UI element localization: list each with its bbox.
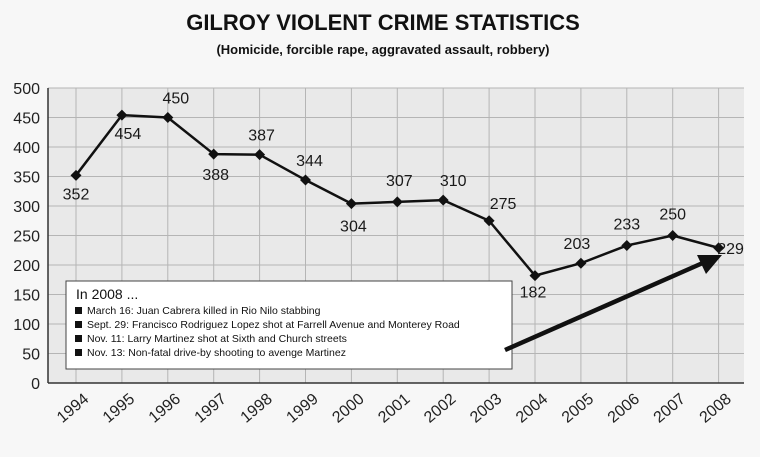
y-tick-label: 300 (13, 199, 40, 216)
data-point (116, 109, 128, 121)
y-tick-label: 150 (13, 288, 40, 305)
data-label: 307 (386, 173, 413, 190)
y-tick-label: 0 (31, 376, 40, 393)
arrow-shaft (504, 259, 706, 353)
data-point (345, 198, 357, 210)
y-tick-label: 350 (13, 170, 40, 187)
legend-item: Sept. 29: Francisco Rodriguez Lopez shot… (87, 319, 460, 331)
legend-bullet-icon (75, 321, 82, 328)
data-labels: 352 454 450 388 387 344 304 307 310 275 182 203 233 2… (63, 91, 744, 302)
data-point (529, 270, 541, 282)
data-label: 304 (340, 219, 367, 236)
data-point (70, 169, 82, 181)
y-tick-label: 100 (13, 317, 40, 334)
y-tick-label: 250 (13, 229, 40, 246)
series-group (70, 109, 725, 282)
legend-bullet-icon (75, 307, 82, 314)
data-label: 203 (564, 236, 591, 253)
legend-item: March 16: Juan Cabrera killed in Rio Nil… (87, 305, 321, 317)
data-point (667, 230, 679, 241)
y-tick-label: 50 (22, 347, 40, 364)
data-point (621, 240, 633, 252)
data-point (575, 257, 587, 269)
arrow-head-icon (697, 255, 722, 274)
data-label: 352 (63, 186, 90, 203)
annotation-arrow (504, 255, 722, 353)
y-tick-label: 500 (13, 81, 40, 98)
legend-box: In 2008 ... March 16: Juan Cabrera kille… (65, 280, 513, 370)
data-point (162, 112, 174, 123)
data-label: 387 (248, 128, 275, 145)
data-label: 388 (202, 167, 229, 184)
legend-bullet-icon (75, 349, 82, 356)
chart-title: GILROY VIOLENT CRIME STATISTICS (186, 10, 580, 35)
y-tick-label: 200 (13, 258, 40, 275)
legend-bullet-icon (75, 335, 82, 342)
data-point (208, 148, 220, 160)
data-point (483, 215, 495, 227)
legend-heading: In 2008 ... (76, 286, 138, 302)
y-tick-label: 450 (13, 111, 40, 128)
legend-box-frame (65, 280, 513, 370)
data-label: 275 (490, 196, 517, 213)
legend-item: Nov. 11: Larry Martinez shot at Sixth an… (87, 333, 347, 345)
y-tick-label: 400 (13, 140, 40, 157)
data-label: 250 (659, 207, 686, 224)
data-point (300, 174, 311, 186)
data-label: 310 (440, 173, 467, 190)
data-label: 450 (162, 91, 189, 108)
data-label: 344 (296, 153, 323, 170)
data-label: 454 (115, 126, 142, 143)
data-point (713, 242, 725, 254)
data-point (391, 196, 403, 208)
data-point (254, 149, 266, 161)
legend-item: Nov. 13: Non-fatal drive-by shooting to … (87, 347, 346, 359)
chart-subtitle: (Homicide, forcible rape, aggravated ass… (216, 42, 549, 57)
data-label: 233 (613, 217, 640, 234)
data-point (437, 194, 449, 206)
data-label: 182 (520, 285, 547, 302)
data-label: 229 (717, 241, 744, 258)
